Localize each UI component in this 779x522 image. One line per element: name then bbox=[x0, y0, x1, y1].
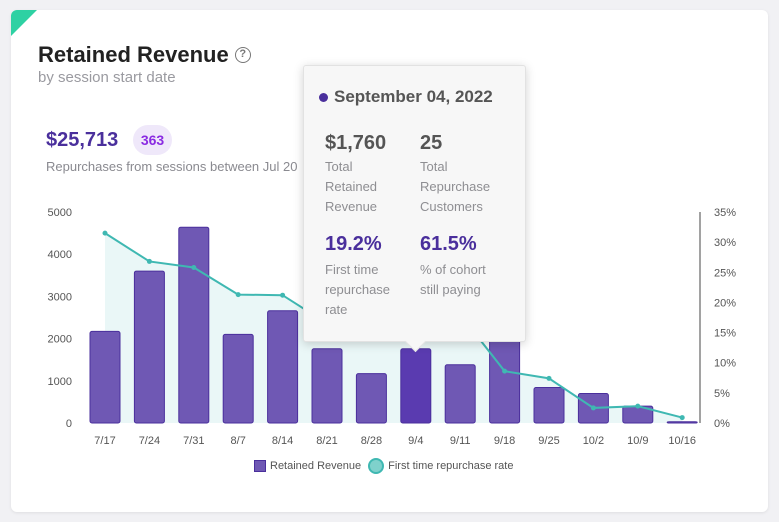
rate-point-10-16 bbox=[679, 415, 685, 421]
chart-legend: Retained Revenue First time repurchase r… bbox=[254, 457, 513, 475]
y-right-tick: 10% bbox=[714, 358, 736, 370]
summary-note: Repurchases from sessions between Jul 20 bbox=[46, 159, 298, 174]
rate-point-7-31 bbox=[191, 264, 197, 270]
bar-10-16 bbox=[666, 421, 698, 424]
count-badge: 363 bbox=[133, 125, 172, 155]
rate-point-8-7 bbox=[235, 292, 241, 298]
tooltip-customers-label-line1: Total bbox=[420, 159, 448, 174]
legend-item-rate[interactable]: First time repurchase rate bbox=[388, 460, 514, 472]
x-tick-9-4: 9/4 bbox=[408, 435, 423, 447]
y-right-tick: 15% bbox=[714, 328, 736, 340]
x-tick-8-28: 8/28 bbox=[361, 435, 382, 447]
tooltip-revenue-label-line1: Total bbox=[325, 159, 353, 174]
help-icon[interactable]: ? bbox=[234, 47, 251, 63]
tooltip-customers-label-line3: Customers bbox=[420, 199, 483, 214]
tooltip-cohort-label: % of cohort still paying bbox=[420, 260, 512, 300]
y-right-tick: 0% bbox=[714, 418, 730, 430]
rate-point-7-17 bbox=[102, 230, 108, 236]
y-right-tick: 5% bbox=[714, 388, 730, 400]
legend-line-swatch[interactable] bbox=[368, 458, 385, 474]
title-text: Retained Revenue bbox=[38, 42, 229, 67]
tooltip-cohort-label-line1: % of cohort bbox=[420, 262, 486, 277]
tooltip-cohort-label-line2: still paying bbox=[420, 282, 481, 297]
x-tick-10-2: 10/2 bbox=[583, 435, 604, 447]
x-tick-8-7: 8/7 bbox=[231, 435, 246, 447]
x-tick-9-11: 9/11 bbox=[450, 435, 471, 447]
x-tick-10-9: 10/9 bbox=[627, 435, 648, 447]
card-title: Retained Revenue ? bbox=[38, 42, 251, 68]
bar-9-25 bbox=[533, 387, 565, 424]
tooltip-date-text: September 04, 2022 bbox=[334, 87, 493, 106]
y-left-tick: 1000 bbox=[48, 376, 72, 388]
tooltip-revenue-label-line3: Revenue bbox=[325, 199, 378, 214]
rate-point-10-2 bbox=[590, 405, 596, 411]
tooltip-rate-label-line1: First time bbox=[325, 262, 379, 277]
bar-8-21 bbox=[311, 348, 343, 424]
total-retained-revenue: $25,713 bbox=[46, 129, 119, 151]
x-tick-8-21: 8/21 bbox=[316, 435, 337, 447]
tooltip-rate-label: First time repurchase rate bbox=[325, 260, 417, 320]
bar-8-28 bbox=[355, 373, 387, 424]
bar-7-31 bbox=[178, 226, 210, 424]
card-subtitle: by session start date bbox=[38, 69, 176, 86]
y-right-tick: 35% bbox=[714, 207, 736, 219]
x-tick-10-16: 10/16 bbox=[668, 435, 696, 447]
x-tick-7-17: 7/17 bbox=[94, 435, 115, 447]
x-tick-9-18: 9/18 bbox=[494, 435, 515, 447]
tooltip-customers-label-line2: Repurchase bbox=[420, 179, 491, 194]
tooltip-customers-value: 25 bbox=[420, 132, 443, 154]
tooltip-rate-value: 19.2% bbox=[325, 233, 382, 255]
x-tick-8-14: 8/14 bbox=[272, 435, 293, 447]
y-left-tick: 0 bbox=[66, 418, 72, 430]
tooltip-revenue-label-line2: Retained bbox=[325, 179, 378, 194]
y-left-tick: 3000 bbox=[48, 291, 72, 303]
y-right-tick: 30% bbox=[714, 237, 736, 249]
tooltip-cohort-value: 61.5% bbox=[420, 233, 477, 255]
y-right-tick: 25% bbox=[714, 267, 736, 279]
bar-9-4 bbox=[400, 348, 432, 424]
legend-bar-swatch[interactable] bbox=[254, 460, 266, 472]
bar-8-7 bbox=[222, 333, 254, 424]
tooltip-rate-label-line3: rate bbox=[325, 302, 348, 317]
bar-8-14 bbox=[267, 310, 299, 424]
y-right-tick: 20% bbox=[714, 297, 736, 309]
tooltip-customers-label: Total Repurchase Customers bbox=[420, 157, 512, 217]
tooltip-revenue-value: $1,760 bbox=[325, 132, 387, 154]
y-left-tick: 4000 bbox=[48, 249, 72, 261]
bar-7-17 bbox=[89, 330, 121, 424]
tooltip-rate-label-line2: repurchase bbox=[325, 282, 391, 297]
rate-point-8-14 bbox=[280, 292, 286, 298]
x-tick-9-25: 9/25 bbox=[538, 435, 559, 447]
tooltip-date: September 04, 2022 bbox=[319, 87, 493, 107]
tooltip-revenue-label: Total Retained Revenue bbox=[325, 157, 417, 217]
rate-point-7-24 bbox=[146, 258, 152, 264]
legend-item-revenue[interactable]: Retained Revenue bbox=[270, 460, 362, 472]
x-tick-7-31: 7/31 bbox=[183, 435, 204, 447]
tooltip-dot-icon bbox=[319, 92, 328, 102]
y-left-tick: 5000 bbox=[48, 207, 72, 219]
bar-7-24 bbox=[133, 270, 165, 424]
chart-tooltip: September 04, 2022 $1,760 Total Retained… bbox=[303, 65, 526, 342]
x-tick-7-24: 7/24 bbox=[139, 435, 160, 447]
rate-point-9-18 bbox=[502, 368, 508, 374]
rate-point-9-25 bbox=[546, 375, 552, 381]
bar-9-11 bbox=[444, 364, 476, 424]
retained-revenue-card: Retained Revenue ? by session start date… bbox=[11, 10, 768, 512]
y-left-tick: 2000 bbox=[48, 334, 72, 346]
corner-accent bbox=[11, 10, 37, 36]
rate-point-10-9 bbox=[635, 403, 641, 409]
